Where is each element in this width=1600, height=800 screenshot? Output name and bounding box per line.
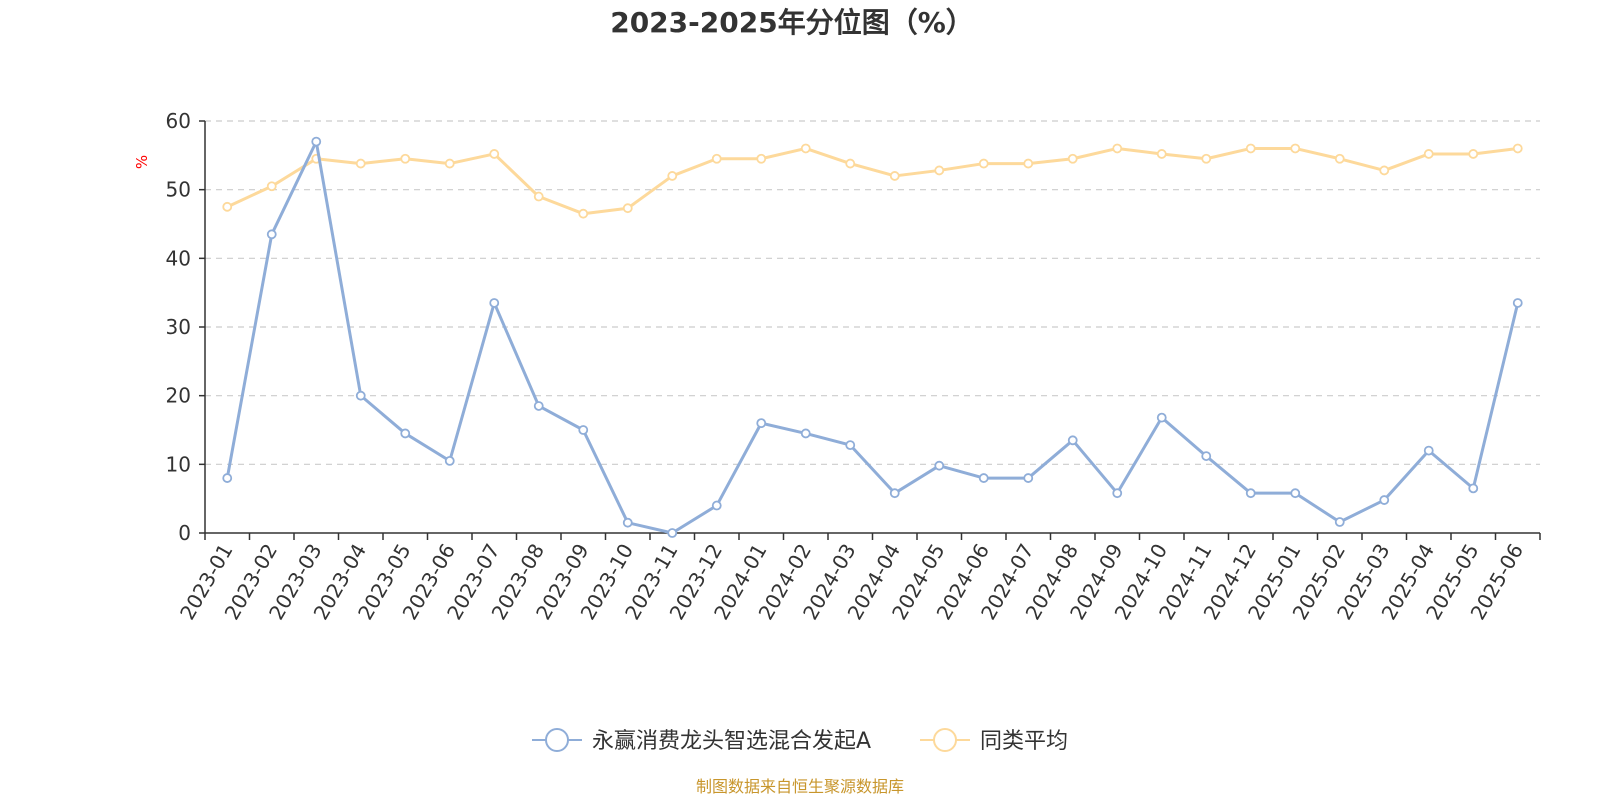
- legend-item-2[interactable]: 同类平均: [920, 728, 1068, 754]
- y-tick-label: 10: [166, 452, 191, 476]
- y-tick-label: 40: [166, 246, 191, 270]
- data-point[interactable]: [1067, 153, 1078, 164]
- data-point[interactable]: [1512, 298, 1523, 308]
- data-point[interactable]: [1112, 143, 1123, 154]
- data-point[interactable]: [711, 153, 722, 164]
- data-point[interactable]: [1468, 149, 1479, 159]
- data-point[interactable]: [1379, 495, 1390, 505]
- data-point[interactable]: [222, 473, 233, 483]
- data-point[interactable]: [533, 401, 544, 411]
- y-tick-label: 60: [166, 109, 191, 133]
- source-note: 制图数据来自恒生聚源数据库: [696, 777, 904, 796]
- data-point[interactable]: [266, 181, 277, 192]
- data-point[interactable]: [1201, 153, 1212, 164]
- legend-item-1[interactable]: 永赢消费龙头智选混合发起A: [532, 728, 871, 754]
- y-tick-label: 20: [166, 384, 191, 408]
- data-point[interactable]: [489, 149, 500, 159]
- data-point[interactable]: [1290, 143, 1301, 154]
- gridlines: [205, 120, 1540, 465]
- data-point[interactable]: [889, 171, 900, 181]
- data-point[interactable]: [1112, 488, 1123, 499]
- data-point[interactable]: [1156, 149, 1167, 159]
- data-point[interactable]: [489, 298, 500, 308]
- data-point[interactable]: [1245, 143, 1256, 154]
- legend: 永赢消费龙头智选混合发起A 同类平均: [532, 728, 1068, 754]
- data-point[interactable]: [355, 390, 366, 401]
- data-point[interactable]: [934, 460, 945, 471]
- data-point[interactable]: [266, 229, 277, 240]
- series-2: [222, 143, 1523, 219]
- y-axis-label: %: [133, 155, 151, 169]
- data-point[interactable]: [355, 158, 366, 169]
- data-point[interactable]: [711, 500, 722, 511]
- legend-circle-icon: [545, 728, 569, 752]
- y-tick-label: 50: [166, 178, 191, 202]
- legend-circle-icon: [933, 728, 957, 752]
- legend-label: 同类平均: [980, 729, 1068, 754]
- data-point[interactable]: [1468, 483, 1479, 494]
- data-point[interactable]: [1201, 451, 1212, 461]
- data-point[interactable]: [578, 425, 589, 435]
- data-point[interactable]: [444, 455, 455, 466]
- data-point[interactable]: [622, 203, 633, 214]
- data-point[interactable]: [578, 208, 589, 219]
- data-point[interactable]: [1245, 488, 1256, 499]
- series-line: [225, 140, 1520, 535]
- data-point[interactable]: [978, 473, 989, 483]
- data-point[interactable]: [1512, 143, 1523, 154]
- data-point[interactable]: [845, 440, 856, 451]
- data-point[interactable]: [667, 171, 678, 181]
- series-line: [226, 146, 1518, 216]
- data-point[interactable]: [444, 158, 455, 169]
- data-point[interactable]: [1156, 412, 1167, 423]
- series-lines: [222, 136, 1523, 538]
- data-point[interactable]: [978, 158, 989, 169]
- data-point[interactable]: [934, 165, 945, 176]
- data-point[interactable]: [889, 488, 900, 499]
- data-point[interactable]: [1379, 165, 1390, 176]
- data-point[interactable]: [400, 153, 411, 164]
- data-point[interactable]: [1334, 517, 1345, 527]
- y-tick-label: 0: [178, 521, 191, 545]
- data-point[interactable]: [222, 201, 233, 212]
- series-1: [222, 136, 1523, 538]
- y-tick-label: 30: [166, 315, 191, 339]
- data-point[interactable]: [533, 191, 544, 202]
- data-point[interactable]: [845, 158, 856, 169]
- data-point[interactable]: [1290, 488, 1301, 499]
- data-point[interactable]: [1423, 149, 1434, 159]
- data-point[interactable]: [311, 136, 322, 147]
- data-point[interactable]: [756, 418, 767, 429]
- data-point[interactable]: [1423, 445, 1434, 456]
- legend-label: 永赢消费龙头智选混合发起A: [592, 729, 871, 754]
- x-axis-ticks: 2023-012023-022023-032023-042023-052023-…: [175, 533, 1541, 624]
- data-point[interactable]: [400, 428, 411, 439]
- data-point[interactable]: [622, 517, 633, 528]
- data-point[interactable]: [667, 528, 678, 538]
- data-point[interactable]: [1067, 435, 1078, 446]
- data-point[interactable]: [800, 428, 811, 439]
- data-point[interactable]: [1023, 158, 1034, 169]
- chart-title: 2023-2025年分位图（%）: [610, 6, 974, 39]
- data-point[interactable]: [1334, 153, 1345, 164]
- data-point[interactable]: [800, 143, 811, 154]
- y-axis-ticks: 0 10 20 30 40 50 60: [166, 109, 205, 545]
- data-point[interactable]: [1023, 473, 1034, 483]
- data-point[interactable]: [756, 153, 767, 164]
